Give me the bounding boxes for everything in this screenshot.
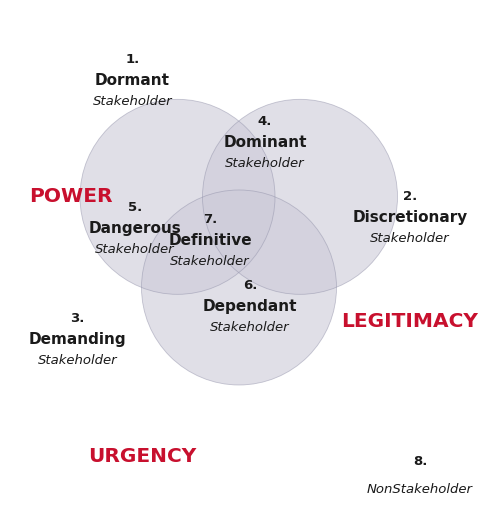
Text: NonStakeholder: NonStakeholder <box>367 483 473 496</box>
Text: Stakeholder: Stakeholder <box>38 354 117 367</box>
Text: Stakeholder: Stakeholder <box>95 243 175 256</box>
Text: 6.: 6. <box>243 279 257 292</box>
Text: Dangerous: Dangerous <box>88 222 182 236</box>
Ellipse shape <box>80 99 275 294</box>
Text: Stakeholder: Stakeholder <box>370 232 450 245</box>
Text: 5.: 5. <box>128 202 142 214</box>
Text: Stakeholder: Stakeholder <box>170 255 250 268</box>
Text: LEGITIMACY: LEGITIMACY <box>342 312 478 330</box>
Text: 4.: 4. <box>258 115 272 128</box>
Text: Stakeholder: Stakeholder <box>210 321 290 334</box>
Text: Dormant: Dormant <box>95 73 170 88</box>
Text: 7.: 7. <box>203 213 217 226</box>
Text: Dependant: Dependant <box>203 299 297 314</box>
Text: POWER: POWER <box>29 188 113 206</box>
Text: 8.: 8. <box>413 455 427 468</box>
Ellipse shape <box>202 99 398 294</box>
Text: Stakeholder: Stakeholder <box>92 95 172 108</box>
Text: Discretionary: Discretionary <box>352 210 468 225</box>
Text: 2.: 2. <box>403 190 417 203</box>
Text: URGENCY: URGENCY <box>88 448 196 466</box>
Text: 3.: 3. <box>70 312 85 325</box>
Text: 1.: 1. <box>126 53 140 66</box>
Text: Stakeholder: Stakeholder <box>225 157 305 170</box>
Ellipse shape <box>142 190 336 385</box>
Text: Dominant: Dominant <box>223 135 307 150</box>
Text: Demanding: Demanding <box>28 332 126 347</box>
Text: Definitive: Definitive <box>168 234 252 248</box>
